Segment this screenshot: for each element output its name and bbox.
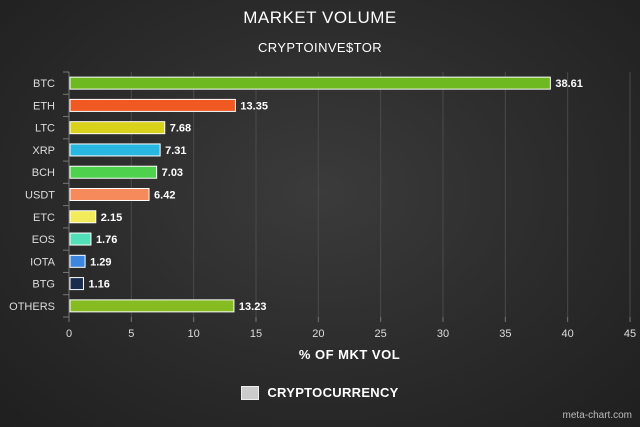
data-label: 1.16 [88, 279, 109, 291]
data-label: 13.23 [239, 301, 267, 313]
x-tick-label: 20 [312, 328, 324, 340]
x-tick-label: 10 [188, 328, 200, 340]
bar [69, 277, 84, 291]
data-label: 13.35 [240, 100, 268, 112]
bar [69, 98, 236, 112]
legend-label: CRYPTOCURRENCY [267, 385, 399, 400]
y-tick-label: BCH [32, 167, 55, 179]
y-tick-label: BTG [32, 279, 55, 291]
data-label: 1.29 [90, 256, 111, 268]
y-tick-label: XRP [32, 145, 55, 157]
watermark: meta-chart.com [562, 410, 632, 421]
y-tick-label: ETC [33, 212, 55, 224]
y-tick-label: LTC [35, 123, 55, 135]
bar [69, 299, 235, 313]
x-tick-label: 30 [437, 328, 449, 340]
x-tick-label: 35 [499, 328, 511, 340]
x-tick-label: 5 [128, 328, 134, 340]
data-label: 6.42 [154, 190, 175, 202]
bar [69, 232, 92, 246]
x-tick-label: 40 [562, 328, 574, 340]
data-label: 38.61 [555, 78, 583, 90]
x-tick-label: 45 [624, 328, 636, 340]
chart-subtitle: CRYPTOINVE$TOR [257, 40, 383, 55]
y-tick-label: USDT [25, 190, 55, 202]
x-tick-label: 15 [250, 328, 262, 340]
x-axis-title: % OF MKT VOL [299, 347, 400, 362]
data-label: 7.68 [170, 123, 191, 135]
y-tick-label: ETH [33, 100, 55, 112]
legend: CRYPTOCURRENCY [0, 385, 640, 400]
legend-swatch [241, 385, 260, 400]
y-tick-label: IOTA [30, 256, 56, 268]
data-label: 7.03 [162, 167, 183, 179]
bar [69, 121, 166, 135]
y-tick-label: BTC [33, 78, 55, 90]
bar [69, 254, 86, 268]
x-tick-label: 0 [66, 328, 72, 340]
data-label: 1.76 [96, 234, 117, 246]
bar [69, 188, 150, 201]
bar [69, 165, 158, 179]
y-tick-label: EOS [32, 234, 55, 246]
bar [69, 76, 551, 90]
y-tick-label: OTHERS [9, 301, 55, 313]
data-label: 7.31 [165, 145, 186, 157]
x-tick-label: 25 [375, 328, 387, 340]
bar [69, 210, 97, 224]
data-label: 2.15 [101, 212, 122, 224]
chart-title: MARKET VOLUME [243, 8, 397, 27]
bar [69, 143, 161, 157]
